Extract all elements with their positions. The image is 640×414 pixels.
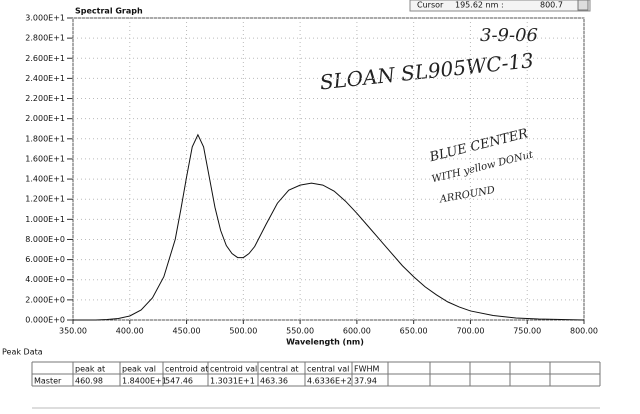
annotation: 3-9-06 (480, 25, 538, 46)
cursor-button[interactable] (577, 0, 589, 11)
x-axis-label: Wavelength (nm) (286, 338, 364, 347)
table-header: central at (260, 365, 299, 374)
y-tick-label: 1.400E+1 (25, 175, 65, 184)
table-cell: 1.8400E+1 (122, 377, 167, 386)
x-tick-label: 450.00 (173, 327, 201, 336)
table-header: central val (307, 365, 349, 374)
table-header: centroid at (165, 365, 208, 374)
x-tick-label: 500.00 (229, 327, 257, 336)
x-tick-label: 600.00 (343, 327, 371, 336)
y-tick-label: 2.400E+1 (25, 74, 65, 83)
cursor-label: Cursor (417, 1, 444, 10)
x-tick-label: 800.00 (570, 327, 598, 336)
y-tick-label: 2.200E+1 (25, 94, 65, 103)
x-tick-label: 750.00 (513, 327, 541, 336)
table-cell: 547.46 (165, 377, 193, 386)
table-header: peak val (122, 365, 156, 374)
y-tick-label: 2.000E+0 (25, 295, 65, 304)
table-cell: 463.36 (260, 377, 288, 386)
x-tick-label: 650.00 (400, 327, 428, 336)
table-header: centroid val (210, 365, 257, 374)
table-cell: 1.3031E+1 (210, 377, 255, 386)
x-tick-label: 350.00 (59, 327, 87, 336)
y-tick-label: 2.000E+1 (25, 114, 65, 123)
x-tick-label: 700.00 (456, 327, 484, 336)
y-tick-label: 3.000E+1 (25, 14, 65, 23)
table-cell: 37.94 (354, 377, 377, 386)
y-tick-label: 6.000E+0 (25, 255, 65, 264)
y-tick-label: 4.000E+0 (25, 275, 65, 284)
cursor-x: 195.62 nm : (455, 1, 504, 10)
y-tick-label: 1.800E+1 (25, 134, 65, 143)
table-row-label: Master (34, 377, 62, 386)
y-tick-label: 1.200E+1 (25, 195, 65, 204)
y-tick-label: 1.000E+1 (25, 215, 65, 224)
table-cell: 460.98 (75, 377, 103, 386)
table-cell: 4.6336E+2 (307, 377, 352, 386)
spectrum-line (73, 133, 585, 321)
chart-title: Spectral Graph (75, 7, 143, 16)
y-tick-label: 2.800E+1 (25, 34, 65, 43)
plot-frame (72, 17, 585, 321)
y-tick-label: 8.000E+0 (25, 235, 65, 244)
y-tick-label: 2.600E+1 (25, 54, 65, 63)
table-header: peak at (75, 365, 105, 374)
cursor-y: 800.7 (540, 1, 563, 10)
y-tick-label: 1.600E+1 (25, 154, 65, 163)
table-header: FWHM (354, 365, 380, 374)
x-tick-label: 400.00 (116, 327, 144, 336)
y-tick-label: 0.000E+0 (25, 316, 65, 325)
table-title: Peak Data (2, 348, 43, 357)
x-tick-label: 550.00 (286, 327, 314, 336)
cursor-box (409, 0, 591, 12)
